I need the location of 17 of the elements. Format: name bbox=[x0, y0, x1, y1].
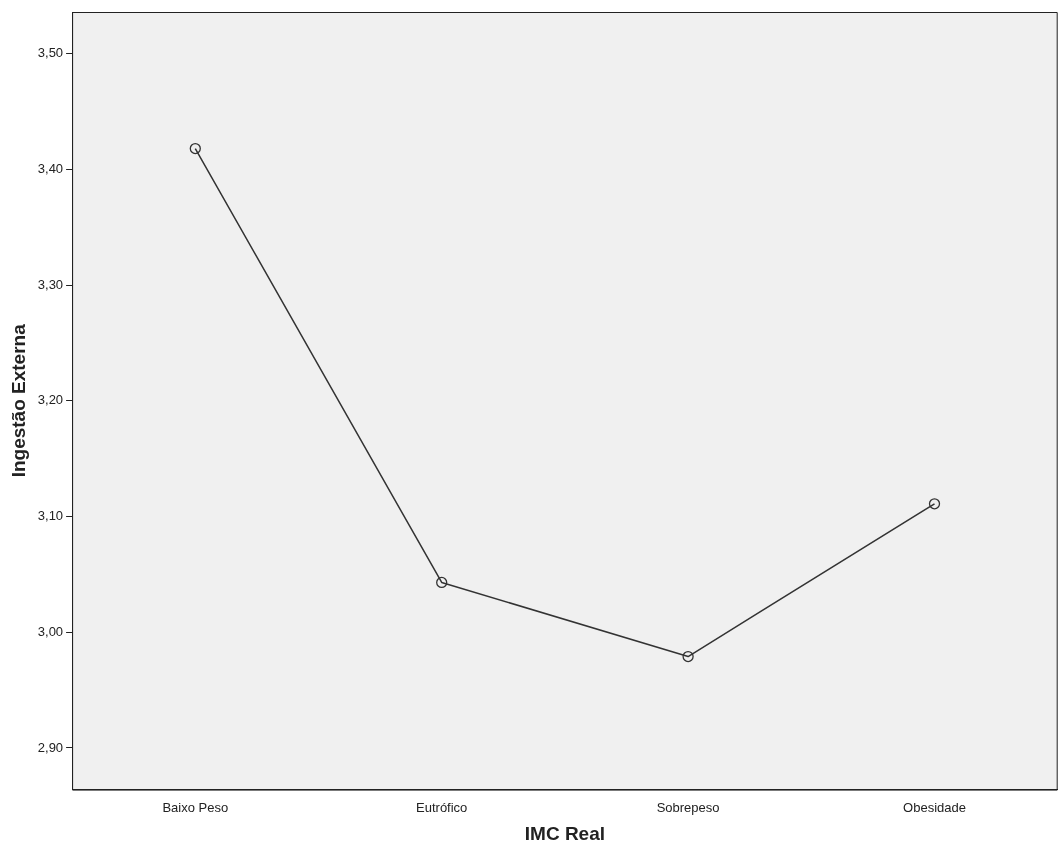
x-tick-label: Eutrófico bbox=[416, 799, 468, 815]
y-tick-label: 3,30 bbox=[37, 276, 64, 292]
y-tick-label: 3,10 bbox=[37, 508, 64, 524]
x-axis-title: IMC Real bbox=[524, 822, 606, 844]
y-tick-label: 2,90 bbox=[37, 739, 64, 755]
x-tick-label: Obesidade bbox=[903, 799, 966, 815]
y-tick-label: 3,00 bbox=[37, 623, 64, 639]
point bbox=[928, 498, 941, 510]
point bbox=[682, 650, 694, 663]
y-tick-label: 3,20 bbox=[37, 392, 64, 408]
x-tick-label: Baixo Peso bbox=[162, 799, 229, 815]
x-tick-label: Sobrepeso bbox=[656, 799, 720, 815]
y-axis-title: Ingestão Externa bbox=[7, 323, 29, 478]
y-tick-label: 3,50 bbox=[37, 45, 64, 61]
point bbox=[189, 142, 201, 155]
point bbox=[436, 576, 448, 589]
y-tick-label: 3,40 bbox=[37, 160, 64, 176]
